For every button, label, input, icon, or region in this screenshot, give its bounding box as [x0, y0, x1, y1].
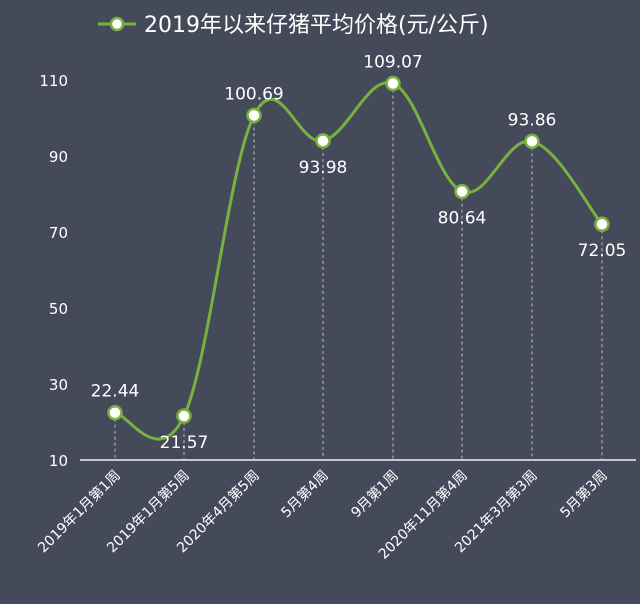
data-label: 72.05	[578, 241, 627, 261]
data-point	[454, 183, 470, 200]
data-label: 93.98	[299, 158, 348, 178]
y-tick-label: 50	[49, 300, 68, 318]
data-label: 80.64	[438, 209, 487, 229]
data-point	[594, 216, 610, 232]
data-point	[176, 408, 192, 424]
x-tick-label: 5月第3周	[557, 467, 611, 521]
y-tick-label: 90	[49, 148, 68, 166]
x-tick-label: 9月第1周	[348, 467, 402, 521]
y-tick-label: 70	[49, 224, 68, 242]
data-point	[246, 107, 262, 124]
data-label: 93.86	[508, 110, 557, 130]
x-tick-label: 5月第4周	[278, 467, 332, 521]
data-label: 21.57	[160, 433, 209, 453]
data-label: 22.44	[91, 382, 140, 402]
data-point	[524, 133, 540, 150]
data-label: 100.69	[224, 84, 283, 104]
y-tick-label: 30	[49, 376, 68, 394]
data-point	[315, 133, 331, 149]
legend-marker	[109, 16, 125, 32]
series-line	[114, 81, 604, 441]
y-tick-label: 10	[49, 452, 68, 470]
y-tick-label: 110	[39, 72, 68, 90]
data-point	[385, 75, 401, 92]
data-label: 109.07	[363, 53, 422, 73]
legend-label: 2019年以来仔猪平均价格(元/公斤)	[144, 13, 489, 38]
data-point	[107, 404, 123, 421]
